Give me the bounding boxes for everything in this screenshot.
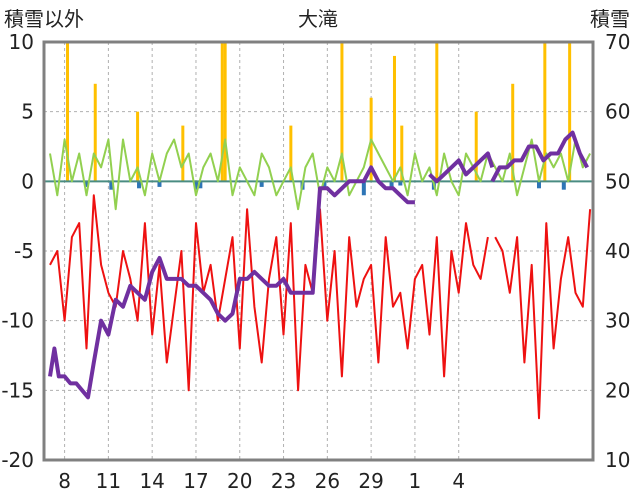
left-y-tick-label: 0 — [21, 169, 34, 193]
precip-bar — [568, 42, 572, 182]
precip-bar — [392, 55, 396, 182]
right-y-tick-label: 40 — [605, 239, 630, 263]
negative-bar — [137, 181, 142, 189]
x-tick-label: 8 — [58, 469, 71, 493]
bars-layer — [66, 42, 572, 196]
precip-bar — [181, 125, 185, 182]
precip-bar — [400, 125, 404, 182]
negative-bar — [193, 181, 198, 190]
negative-bar — [109, 181, 114, 190]
precip-bar — [435, 42, 439, 182]
series-line-temperature_red_late — [494, 209, 592, 420]
precip-bar — [136, 111, 140, 182]
negative-bar — [361, 181, 366, 196]
series-layer — [48, 130, 592, 420]
series-line-snow_depth — [48, 151, 495, 400]
right-y-tick-label: 50 — [605, 169, 630, 193]
negative-bar — [389, 181, 394, 187]
x-tick-label: 29 — [358, 469, 383, 493]
plot-frame — [42, 40, 595, 462]
left-y-tick-label: -5 — [14, 239, 34, 263]
negative-bar — [84, 181, 89, 187]
left-y-tick-label: 10 — [9, 30, 34, 54]
negative-bar — [259, 181, 264, 187]
series-line-temperature_red — [49, 194, 489, 392]
precip-bar — [223, 42, 227, 182]
right-y-tick-label: 20 — [605, 378, 630, 402]
left-y-tick-label: -15 — [1, 378, 34, 402]
negative-bar — [536, 181, 541, 189]
x-tick-label: 4 — [452, 469, 465, 493]
right-axis-label: 積雪 — [590, 7, 630, 31]
precip-bar — [474, 111, 478, 182]
precip-bar — [511, 83, 515, 182]
negative-bar — [561, 181, 566, 190]
precip-bar — [66, 42, 70, 182]
precip-bar — [543, 42, 547, 182]
series-line-snow_depth_late — [490, 130, 589, 183]
precip-bar — [289, 125, 293, 182]
right-y-tick-label: 10 — [605, 448, 630, 472]
left-y-tick-label: 5 — [21, 100, 34, 124]
right-y-tick-label: 60 — [605, 100, 630, 124]
right-y-tick-label: 30 — [605, 309, 630, 333]
x-tick-label: 17 — [183, 469, 208, 493]
negative-bar — [322, 181, 327, 189]
negative-bar — [198, 181, 203, 189]
chart-title: 大滝 — [298, 7, 338, 31]
x-tick-label: 23 — [271, 469, 296, 493]
precip-bar — [93, 83, 97, 182]
precip-bar — [340, 42, 344, 182]
x-tick-label: 20 — [227, 469, 252, 493]
right-axis-ticks: 70 60 50 40 30 20 10 — [605, 30, 630, 472]
negative-bar — [398, 181, 403, 186]
left-y-tick-label: -20 — [1, 448, 34, 472]
x-tick-label: 26 — [315, 469, 340, 493]
x-axis-ticks: 8 11 14 17 20 23 26 29 1 4 — [58, 469, 465, 493]
right-y-tick-label: 70 — [605, 30, 630, 54]
x-tick-label: 14 — [139, 469, 164, 493]
x-tick-label: 1 — [409, 469, 422, 493]
negative-bar — [157, 181, 162, 187]
left-y-tick-label: -10 — [1, 309, 34, 333]
precip-bar — [220, 42, 224, 182]
x-tick-label: 11 — [96, 469, 121, 493]
left-axis-ticks: 10 5 0 -5 -10 -15 -20 — [1, 30, 34, 472]
grid — [44, 41, 593, 461]
left-axis-label: 積雪以外 — [4, 7, 84, 31]
